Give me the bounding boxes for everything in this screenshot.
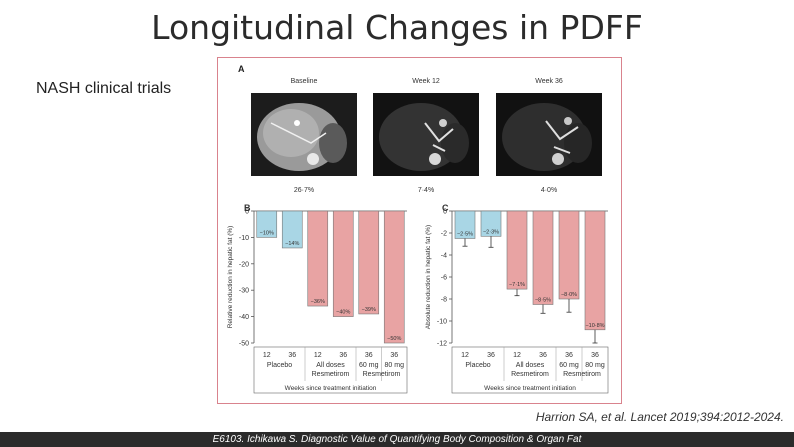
y-tick-label: -6 [441, 275, 447, 282]
y-tick-label: -30 [239, 288, 249, 295]
bar [358, 210, 380, 315]
scan-label-week36: Week 36 [535, 78, 563, 85]
group-label: 80 mg [385, 362, 405, 369]
x-tick-label: 36 [390, 352, 398, 359]
mri-scan-week36 [496, 93, 602, 176]
group-label: All doses [516, 362, 545, 369]
data-label: −7·1% [509, 282, 525, 288]
x-tick-label: 12 [513, 352, 521, 359]
x-tick-label: 36 [591, 352, 599, 359]
data-label: −10% [260, 230, 274, 236]
panel-a-letter: A [238, 64, 245, 74]
chart-b-letter: B [244, 203, 251, 213]
x-tick-label: 36 [565, 352, 573, 359]
group-label: 60 mg [559, 362, 579, 369]
data-label: −39% [362, 307, 376, 313]
bar [256, 210, 278, 238]
data-label: −40% [336, 310, 350, 316]
x-tick-label: 36 [487, 352, 495, 359]
x-tick-label: 36 [539, 352, 547, 359]
scan-value-baseline: 26·7% [293, 187, 315, 194]
x-axis-box [451, 346, 609, 394]
y-tick-label: -10 [437, 319, 447, 326]
group-label: Placebo [465, 362, 490, 369]
y-tick-label: -2 [441, 231, 447, 238]
group-sublabel: Resmetirom [563, 371, 601, 378]
chart-c: C0 -2 -4 -6 -8 -10 -12 Absolute reduction in he… [425, 203, 609, 394]
y-tick-label: 0 [443, 209, 447, 216]
y-tick-label: -4 [441, 253, 447, 260]
scan-value-week36: 4·0% [540, 187, 558, 194]
y-tick-label: -20 [239, 261, 249, 268]
x-axis-label: Weeks since treatment initiation [484, 385, 576, 392]
x-tick-label: 12 [461, 352, 469, 359]
group-label: All doses [316, 362, 345, 369]
x-tick-label: 36 [365, 352, 373, 359]
x-tick-label: 12 [314, 352, 322, 359]
group-sublabel: Resmetirom [511, 371, 549, 378]
bar [506, 210, 528, 290]
data-label: −50% [387, 336, 401, 342]
group-sublabel: Resmetirom [363, 371, 401, 378]
scan-label-week12: Week 12 [412, 78, 440, 85]
chart-b: B0 -10 -20 -30 -40 -50 Relative reduction in h… [227, 203, 408, 394]
group-label: 80 mg [585, 362, 605, 369]
x-tick-label: 36 [339, 352, 347, 359]
x-tick-label: 12 [263, 352, 271, 359]
x-tick-label: 36 [288, 352, 296, 359]
bar [584, 210, 606, 331]
scan-value-week12: 7·4% [417, 187, 435, 194]
bar [532, 210, 554, 305]
data-label: −8·0% [561, 292, 577, 298]
slide-subtitle: NASH clinical trials [36, 80, 172, 97]
group-sublabel: Resmetirom [312, 371, 350, 378]
y-tick-label: 0 [245, 209, 249, 216]
citation: Harrion SA, et al. Lancet 2019;394:2012-… [535, 410, 784, 424]
y-axis-label: Relative reduction in hepatic fat (%) [227, 226, 234, 329]
bar [383, 210, 405, 344]
data-label: −14% [285, 241, 299, 247]
group-label: 60 mg [359, 362, 379, 369]
slide-title: Longitudinal Changes in PDFF [151, 8, 643, 47]
data-label: −36% [311, 299, 325, 305]
data-label: −8·5% [535, 298, 551, 304]
mri-scan-baseline [251, 93, 357, 176]
bar [558, 210, 580, 300]
mri-scan-week12 [373, 93, 479, 176]
y-tick-label: -10 [239, 235, 249, 242]
data-label: −2·3% [483, 229, 499, 235]
figure-panel: A Baseline Week 12 Week 36 [217, 57, 622, 404]
data-label: −2·5% [457, 232, 473, 238]
y-tick-label: -8 [441, 297, 447, 304]
bar [307, 210, 329, 307]
bar [332, 210, 354, 317]
chart-c-letter: C [442, 203, 449, 213]
group-label: Placebo [267, 362, 292, 369]
y-tick-label: -12 [437, 341, 447, 348]
y-tick-label: -50 [239, 341, 249, 348]
data-label: −10·8% [585, 323, 604, 329]
footer-text: E6103. Ichikawa S. Diagnostic Value of Q… [212, 434, 582, 445]
x-axis-box [253, 346, 408, 394]
y-tick-label: -40 [239, 314, 249, 321]
y-axis-label: Absolute reduction in hepatic fat (%) [425, 225, 432, 329]
scan-label-baseline: Baseline [290, 78, 318, 85]
x-axis-label: Weeks since treatment initiation [285, 385, 377, 392]
footer-bar: E6103. Ichikawa S. Diagnostic Value of Q… [0, 432, 794, 447]
bar [281, 210, 303, 249]
